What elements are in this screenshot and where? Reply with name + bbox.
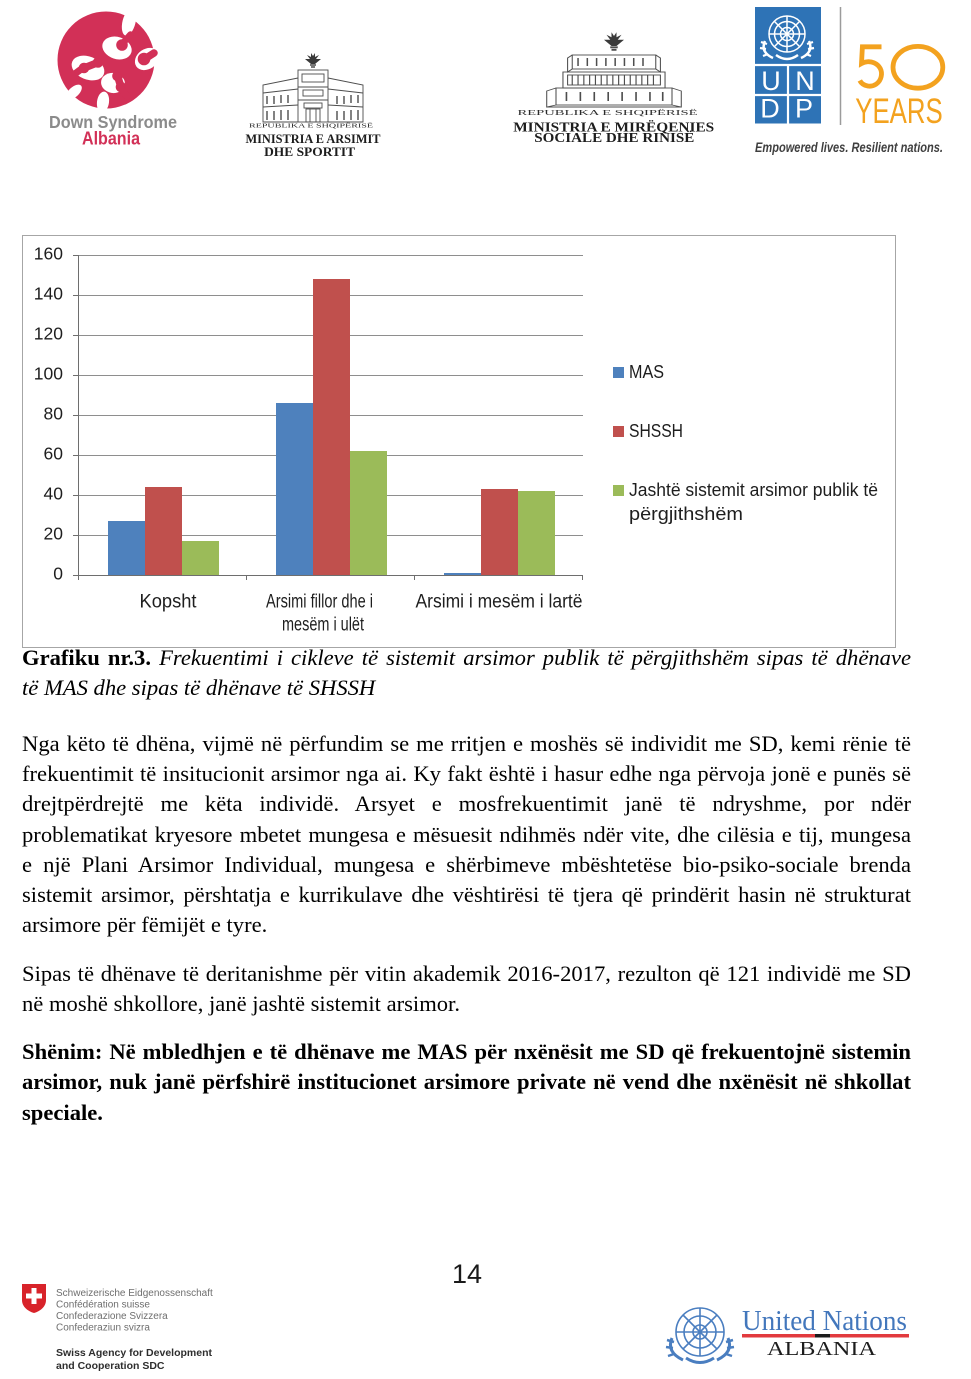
svg-text:60: 60 — [44, 444, 64, 464]
svg-text:MAS: MAS — [629, 362, 664, 382]
svg-text:Down Syndrome: Down Syndrome — [49, 112, 177, 132]
svg-text:United Nations: United Nations — [742, 1306, 907, 1337]
svg-text:and Cooperation SDC: and Cooperation SDC — [56, 1360, 165, 1372]
svg-text:Arsimi fillor dhe i: Arsimi fillor dhe i — [266, 592, 373, 613]
svg-text:përgjithshëm: përgjithshëm — [629, 504, 743, 524]
svg-text:N: N — [795, 66, 815, 96]
svg-text:SOCIALE DHE RINISË: SOCIALE DHE RINISË — [534, 130, 694, 146]
svg-text:Confédération suisse: Confédération suisse — [56, 1300, 150, 1311]
svg-text:0: 0 — [53, 564, 63, 584]
svg-text:160: 160 — [34, 244, 63, 264]
svg-text:Empowered lives. Resilient nat: Empowered lives. Resilient nations. — [755, 139, 943, 155]
svg-text:U: U — [761, 66, 781, 96]
svg-text:Confederaziun svizra: Confederaziun svizra — [56, 1323, 150, 1334]
svg-text:ALBANIA: ALBANIA — [767, 1338, 877, 1360]
svg-text:140: 140 — [34, 284, 63, 304]
svg-text:D: D — [760, 94, 780, 124]
svg-text:DHE SPORTIT: DHE SPORTIT — [264, 144, 355, 159]
svg-text:20: 20 — [44, 524, 64, 544]
svg-text:Swiss Agency for Development: Swiss Agency for Development — [56, 1347, 212, 1359]
svg-text:REPUBLIKA E SHQIPËRISË: REPUBLIKA E SHQIPËRISË — [249, 123, 373, 130]
svg-text:80: 80 — [44, 404, 64, 424]
svg-text:Schweizerische Eidgenossenscha: Schweizerische Eidgenossenschaft — [56, 1288, 213, 1299]
svg-text:40: 40 — [44, 484, 64, 504]
svg-text:MINISTRIA E ARSIMIT: MINISTRIA E ARSIMIT — [246, 131, 381, 146]
svg-text:Albania: Albania — [82, 129, 141, 149]
svg-text:P: P — [795, 94, 813, 124]
svg-text:MINISTRIA E MIRËQENIES: MINISTRIA E MIRËQENIES — [513, 119, 714, 135]
svg-text:120: 120 — [34, 324, 63, 344]
svg-text:SHSSH: SHSSH — [629, 421, 683, 441]
svg-text:REPUBLIKA E SHQIPËRISË: REPUBLIKA E SHQIPËRISË — [518, 109, 698, 117]
svg-text:mesëm i ulët: mesëm i ulët — [282, 615, 365, 636]
svg-text:Jashtë sistemit arsimor publik: Jashtë sistemit arsimor publik të — [629, 480, 878, 500]
svg-text:Confederazione Svizzera: Confederazione Svizzera — [56, 1311, 168, 1322]
svg-text:Arsimi i mesëm i lartë: Arsimi i mesëm i lartë — [416, 592, 583, 613]
svg-text:Kopsht: Kopsht — [140, 592, 198, 613]
svg-text:YEARS: YEARS — [855, 92, 943, 131]
svg-text:100: 100 — [34, 364, 63, 384]
